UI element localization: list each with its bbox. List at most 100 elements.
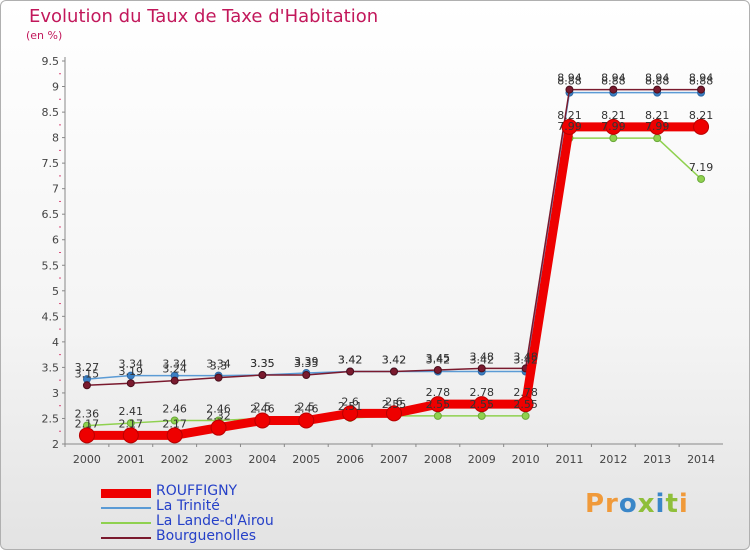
- data-label: 2.41: [119, 405, 144, 418]
- data-label: 2.78: [426, 386, 451, 399]
- y-tick-label: 5: [52, 285, 59, 298]
- data-label: 3.34: [162, 358, 187, 371]
- data-label: 3.27: [75, 361, 100, 374]
- data-label: 3.45: [426, 352, 451, 365]
- data-point: [477, 411, 486, 420]
- data-point: [653, 134, 662, 143]
- data-label: 2.46: [294, 403, 319, 416]
- data-point: [166, 427, 183, 444]
- legend-label: La Trinité: [156, 498, 220, 514]
- data-label: 3.35: [250, 357, 275, 370]
- data-point: [429, 396, 446, 413]
- data-point: [517, 396, 534, 413]
- data-point: [258, 371, 267, 380]
- y-tick-label: 6.5: [42, 208, 60, 221]
- data-label: 2.17: [162, 417, 187, 430]
- data-label: 7.99: [557, 120, 582, 133]
- data-label: 2.36: [75, 408, 100, 421]
- x-tick-label: 2014: [687, 453, 715, 466]
- legend-swatch: [101, 522, 151, 524]
- data-label: 2.46: [250, 403, 275, 416]
- y-tick-label: 5.5: [42, 259, 60, 272]
- x-tick-label: 2007: [380, 453, 408, 466]
- data-label: 2.17: [75, 417, 100, 430]
- data-label: 3.34: [119, 358, 144, 371]
- series-line: [86, 91, 702, 380]
- data-label: 2.32: [206, 410, 231, 423]
- data-label: 2.46: [162, 403, 187, 416]
- data-point: [477, 364, 486, 373]
- data-label: 3.19: [119, 365, 144, 378]
- legend-swatch: [101, 489, 151, 498]
- y-tick-label: 3.5: [42, 361, 60, 374]
- x-tick-label: 2001: [117, 453, 145, 466]
- data-label: 3.48: [469, 350, 494, 363]
- proxiti-logo: Proxiti: [585, 489, 689, 519]
- unit-label: (en %): [26, 29, 63, 42]
- data-label: 8.94: [689, 72, 714, 85]
- x-tick-label: 2006: [336, 453, 364, 466]
- x-tick-label: 2004: [248, 453, 276, 466]
- data-point: [649, 118, 666, 135]
- x-tick-label: 2002: [161, 453, 189, 466]
- data-point: [126, 371, 135, 380]
- data-label: 3.3: [210, 360, 228, 373]
- data-label: 2.78: [469, 386, 494, 399]
- x-tick-label: 2011: [555, 453, 583, 466]
- data-point: [653, 85, 662, 94]
- data-point: [473, 396, 490, 413]
- data-point: [346, 367, 355, 376]
- data-label: 8.94: [645, 72, 670, 85]
- data-label: 3.39: [294, 355, 319, 368]
- data-point: [82, 381, 91, 390]
- x-tick-label: 2010: [512, 453, 540, 466]
- data-label: 8.88: [601, 75, 626, 88]
- data-label: 2.17: [119, 417, 144, 430]
- data-point: [126, 379, 135, 388]
- data-label: 3.42: [426, 353, 451, 366]
- data-point: [605, 118, 622, 135]
- series-layer: [78, 85, 710, 444]
- y-tick-label: 8: [52, 132, 59, 145]
- data-label: 3.42: [338, 353, 363, 366]
- legend-label: ROUFFIGNY: [156, 483, 238, 499]
- legend-label: Bourguenolles: [156, 528, 257, 544]
- data-point: [298, 412, 315, 429]
- y-tick-label: 2.5: [42, 412, 60, 425]
- x-tick-label: 2009: [468, 453, 496, 466]
- series-line: [86, 137, 702, 427]
- x-tick-label: 2005: [292, 453, 320, 466]
- data-label: 3.42: [513, 353, 538, 366]
- data-label: 7.99: [601, 120, 626, 133]
- data-label: 8.88: [557, 75, 582, 88]
- data-point: [386, 405, 402, 422]
- y-tick-label: 4: [52, 336, 59, 349]
- data-point: [697, 85, 706, 94]
- data-point: [170, 416, 179, 425]
- data-label: 8.88: [689, 75, 714, 88]
- data-label: 3.42: [382, 353, 407, 366]
- data-label: 2.55: [426, 398, 451, 411]
- data-point: [342, 405, 359, 422]
- legend-swatch: [101, 537, 151, 539]
- data-label: 3.34: [206, 358, 231, 371]
- data-label: 8.21: [557, 109, 582, 122]
- data-point: [521, 411, 530, 420]
- data-label: 8.94: [601, 72, 626, 85]
- data-point: [565, 85, 574, 94]
- data-label: 3.42: [469, 353, 494, 366]
- x-tick-label: 2013: [643, 453, 671, 466]
- data-label: 8.21: [601, 109, 626, 122]
- data-label: 3.24: [162, 363, 187, 376]
- y-tick-label: 7: [52, 183, 59, 196]
- data-label: 3.35: [250, 357, 275, 370]
- data-label: 8.21: [689, 109, 714, 122]
- data-point: [609, 134, 618, 143]
- data-point: [210, 419, 227, 436]
- chart-title: Evolution du Taux de Taxe d'Habitation: [29, 6, 379, 27]
- data-label: 8.88: [645, 75, 670, 88]
- y-tick-label: 4.5: [42, 310, 60, 323]
- data-label: 2.55: [513, 398, 538, 411]
- data-point: [433, 411, 442, 420]
